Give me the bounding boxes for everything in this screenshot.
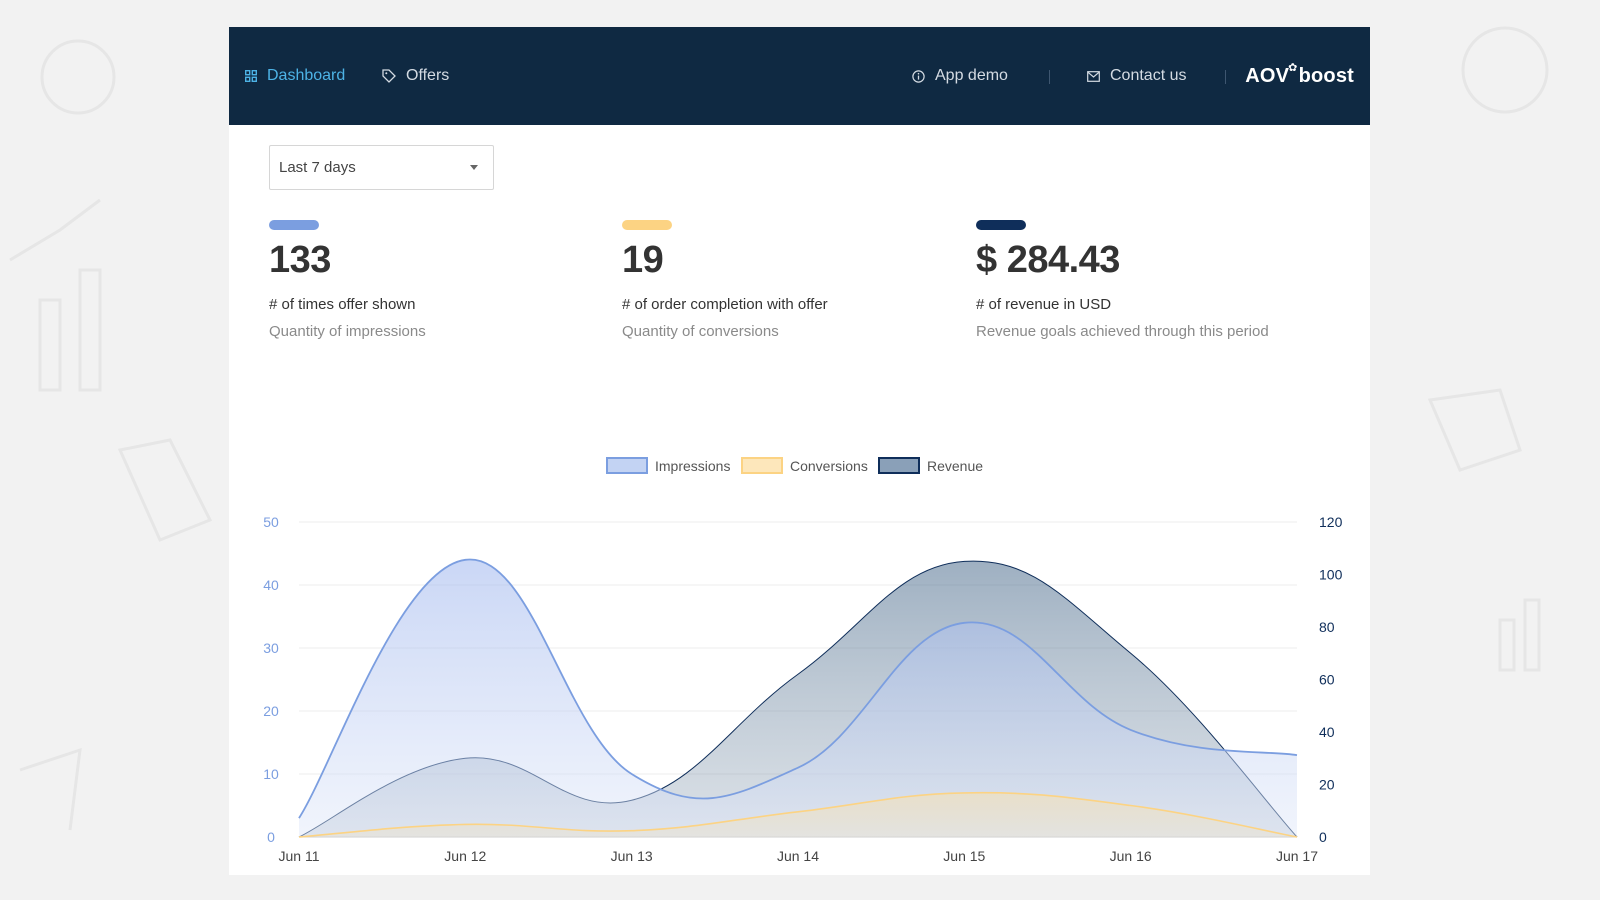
stat-value: $ 284.43 — [976, 239, 1120, 281]
x-tick-label: Jun 12 — [444, 848, 486, 864]
tag-icon — [382, 69, 396, 83]
date-range-select[interactable]: Last 7 days — [269, 145, 494, 190]
y-right-tick-label: 60 — [1319, 672, 1335, 688]
bar-icon — [38, 298, 62, 392]
stat-color-pill — [622, 220, 672, 230]
y-right-tick-label: 100 — [1319, 567, 1343, 583]
impressions-area — [299, 559, 1297, 837]
legend-label: Conversions — [790, 458, 868, 474]
stat-revenue: $ 284.43 # of revenue in USD Revenue goa… — [976, 220, 1316, 340]
y-left-tick-label: 0 — [267, 829, 275, 845]
nav-offers[interactable]: Offers — [382, 27, 449, 125]
x-tick-label: Jun 17 — [1276, 848, 1318, 864]
y-right-tick-label: 20 — [1319, 777, 1335, 793]
nav-app-demo[interactable]: App demo — [912, 27, 1008, 125]
legend-swatch — [878, 457, 920, 474]
legend-item-impressions[interactable]: Impressions — [606, 457, 730, 474]
mail-icon — [1087, 70, 1100, 82]
legend-item-conversions[interactable]: Conversions — [741, 457, 868, 474]
stat-conversions: 19 # of order completion with offer Quan… — [622, 220, 962, 340]
x-tick-label: Jun 13 — [611, 848, 653, 864]
brand-text-a: AOV — [1245, 64, 1290, 87]
y-left-tick-label: 10 — [263, 766, 279, 782]
stat-label: # of order completion with offer — [622, 296, 828, 313]
nav-separator — [1225, 70, 1226, 84]
smiley-icon — [40, 39, 116, 115]
stat-impressions: 133 # of times offer shown Quantity of i… — [269, 220, 609, 340]
nav-separator — [1049, 70, 1050, 84]
legend-swatch — [741, 457, 783, 474]
y-right-tick-label: 0 — [1319, 829, 1327, 845]
conversions-area — [299, 792, 1297, 837]
legend-item-revenue[interactable]: Revenue — [878, 457, 983, 474]
nav-dashboard[interactable]: Dashboard — [245, 27, 345, 125]
y-left-tick-label: 30 — [263, 640, 279, 656]
info-icon — [912, 69, 925, 83]
nav-contact-label: Contact us — [1110, 67, 1187, 84]
y-right-tick-label: 40 — [1319, 724, 1335, 740]
dashboard-card: Dashboard Offers App demo Contact us — [229, 27, 1370, 875]
stat-label: # of revenue in USD — [976, 296, 1112, 313]
date-range-value: Last 7 days — [279, 159, 356, 176]
legend-label: Impressions — [655, 458, 730, 474]
nav-dashboard-label: Dashboard — [267, 67, 346, 84]
stat-label: # of times offer shown — [269, 296, 416, 313]
performance-chart: 0 10 20 30 40 50 0 20 40 60 80 100 120 Jun 11 Jun 12 Ju… — [263, 457, 1343, 864]
stat-description: Quantity of impressions — [269, 323, 426, 340]
bar-icon-right — [1498, 618, 1516, 672]
grid-icon — [245, 70, 257, 82]
stat-color-pill — [269, 220, 319, 230]
x-tick-label: Jun 14 — [777, 848, 819, 864]
cart-icon — [117, 438, 213, 542]
stat-color-pill — [976, 220, 1026, 230]
x-tick-label: Jun 16 — [1110, 848, 1152, 864]
nav-contact[interactable]: Contact us — [1087, 27, 1186, 125]
sprout-icon: ✿ — [1288, 61, 1298, 74]
legend-swatch — [606, 457, 648, 474]
trend-arrow-icon — [9, 198, 101, 262]
stat-value: 133 — [269, 239, 331, 281]
cart-icon-bottom — [19, 747, 82, 831]
nav-offers-label: Offers — [406, 67, 450, 84]
stat-description: Quantity of conversions — [622, 323, 779, 340]
cart-icon-right — [1427, 388, 1522, 472]
brand-logo[interactable]: AOV ✿ boost — [1245, 27, 1354, 125]
brand-text-b: boost — [1298, 64, 1354, 87]
y-right-tick-label: 80 — [1319, 619, 1335, 635]
nav-app-demo-label: App demo — [935, 67, 1008, 84]
y-right-tick-label: 120 — [1319, 514, 1343, 530]
legend-label: Revenue — [927, 458, 983, 474]
y-left-tick-label: 40 — [263, 577, 279, 593]
x-tick-label: Jun 15 — [943, 848, 985, 864]
y-left-tick-label: 20 — [263, 703, 279, 719]
stat-value: 19 — [622, 239, 664, 281]
top-navigation: Dashboard Offers App demo Contact us — [229, 27, 1370, 125]
impressions-line — [298, 558, 1298, 819]
stat-description: Revenue goals achieved through this peri… — [976, 323, 1269, 340]
y-left-tick-label: 50 — [263, 514, 279, 530]
caret-down-icon — [470, 165, 478, 170]
conversions-line — [298, 791, 1298, 838]
x-tick-label: Jun 11 — [279, 848, 320, 864]
face-icon — [1461, 26, 1549, 114]
